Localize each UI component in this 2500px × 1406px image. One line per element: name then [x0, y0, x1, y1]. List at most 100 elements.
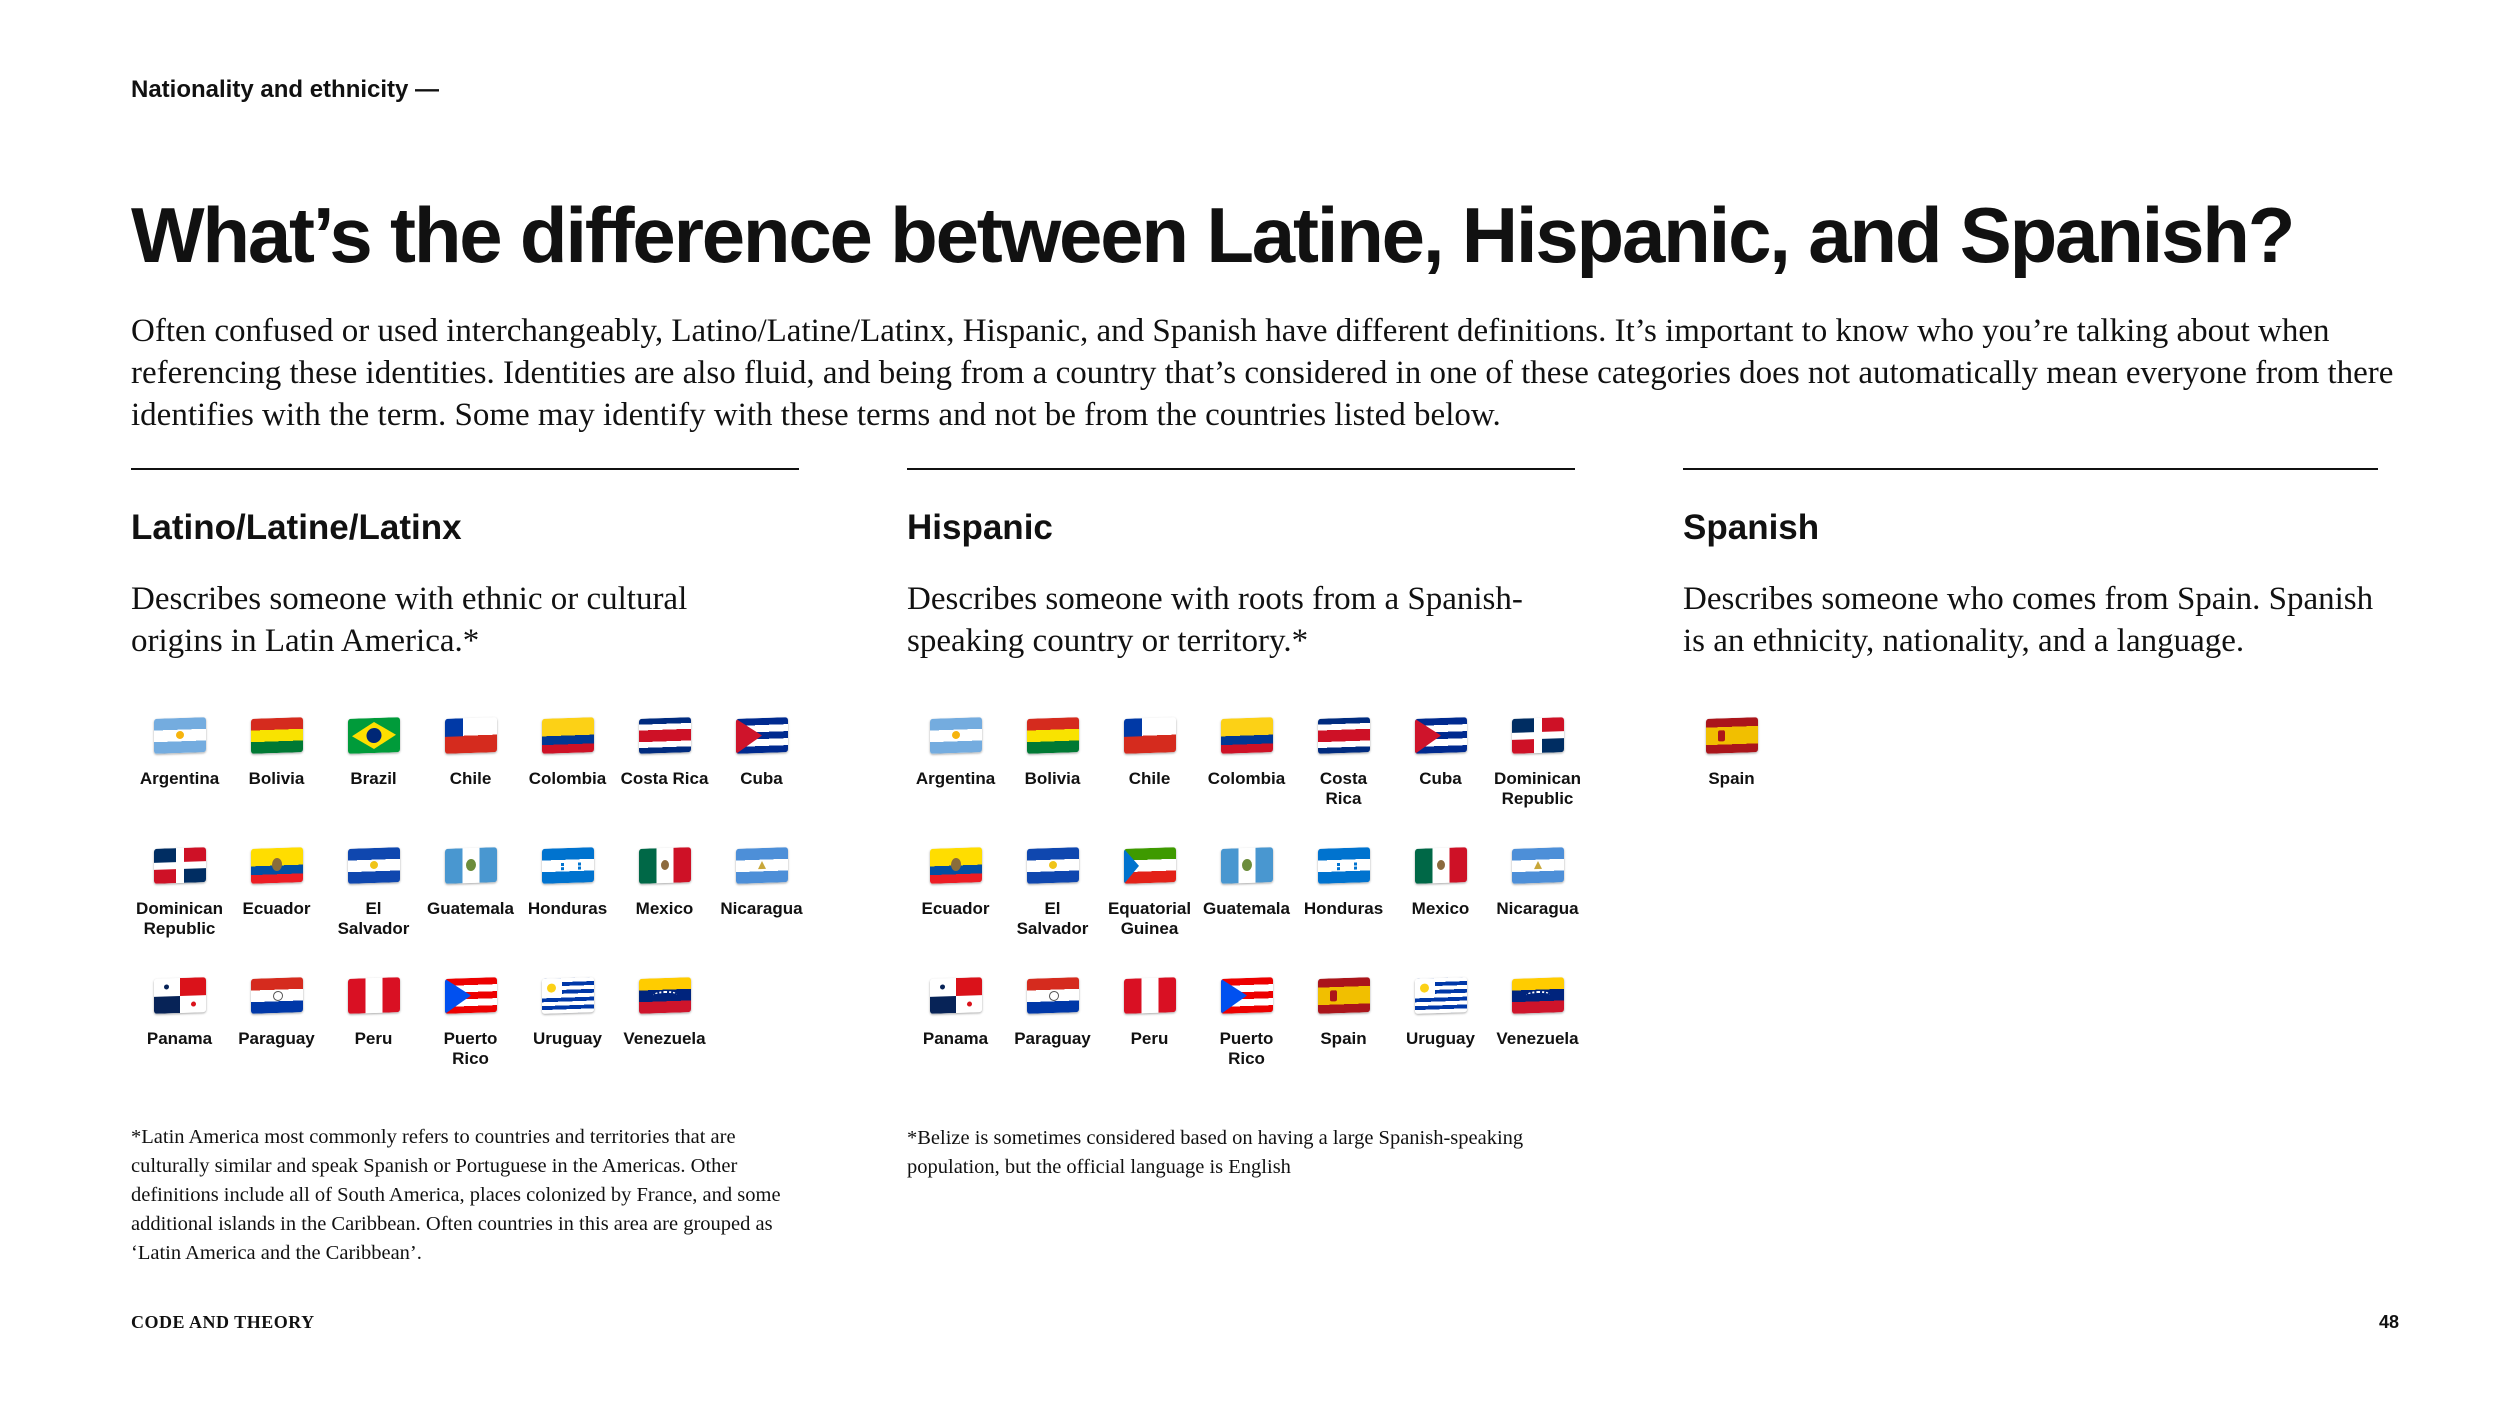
country-name: Argentina — [915, 769, 996, 788]
el-salvador-flag-icon — [1026, 847, 1079, 884]
bolivia-flag-icon — [250, 717, 303, 754]
country-name: Mexico — [635, 899, 694, 918]
paraguay-flag-icon — [250, 977, 303, 1014]
country-item: Guatemala — [1198, 847, 1295, 978]
country-name: Dominican Republic — [136, 899, 223, 938]
puerto-rico-flag-icon — [1220, 977, 1273, 1014]
footer-brand: CODE AND THEORY — [131, 1312, 315, 1332]
country-item: Dominican Republic — [1489, 717, 1586, 848]
country-item: Venezuela — [616, 977, 713, 1108]
country-item: Argentina — [907, 717, 1004, 848]
column-heading: Latino/Latine/Latinx — [131, 508, 462, 547]
country-name: Venezuela — [1496, 1029, 1579, 1048]
page-number: 48 — [2378, 1312, 2399, 1332]
bolivia-flag-icon — [1026, 717, 1079, 754]
nicaragua-flag-icon — [735, 847, 788, 884]
country-name: Spain — [1708, 769, 1755, 788]
costa-rica-flag-icon — [1317, 717, 1370, 754]
country-name: Bolivia — [248, 769, 305, 788]
country-item: Cuba — [1392, 717, 1489, 848]
peru-flag-icon — [347, 977, 400, 1014]
colombia-flag-icon — [1220, 717, 1273, 754]
flag-grid: Argentina Bolivia Brazil Chile Colombia Costa… — [131, 717, 810, 1108]
country-name: Bolivia — [1024, 769, 1081, 788]
country-item: Panama — [131, 977, 228, 1108]
country-name: Cuba — [1419, 769, 1462, 788]
country-name: Spain — [1320, 1029, 1367, 1048]
puerto-rico-flag-icon — [444, 977, 497, 1014]
country-name: Nicaragua — [1496, 899, 1579, 918]
country-name: Puerto Rico — [1219, 1029, 1274, 1068]
cuba-flag-icon — [1414, 717, 1467, 754]
column-divider — [907, 468, 1575, 470]
country-item: Costa Rica — [1295, 717, 1392, 848]
country-item: Honduras — [1295, 847, 1392, 978]
page-title: What’s the difference between Latine, Hi… — [131, 191, 2295, 279]
country-item: Honduras — [519, 847, 616, 978]
country-item: Argentina — [131, 717, 228, 848]
country-name: Uruguay — [1406, 1029, 1475, 1048]
honduras-flag-icon — [541, 847, 594, 884]
flag-grid: Argentina Bolivia Chile Colombia Costa Rica C… — [907, 717, 1586, 1108]
column-description: Describes someone with roots from a Span… — [907, 581, 1523, 659]
panama-flag-icon — [929, 977, 982, 1014]
country-item: Chile — [1101, 717, 1198, 848]
country-name: Paraguay — [1014, 1029, 1091, 1048]
column-footnote: *Belize is sometimes considered based on… — [907, 1127, 1524, 1178]
country-item: Puerto Rico — [1198, 977, 1295, 1108]
country-name: Argentina — [139, 769, 220, 788]
ecuador-flag-icon — [250, 847, 303, 884]
country-name: Peru — [1130, 1029, 1169, 1048]
country-name: El Salvador — [1016, 899, 1089, 938]
uruguay-flag-icon — [1414, 977, 1467, 1014]
country-name: Peru — [354, 1029, 393, 1048]
mexico-flag-icon — [1414, 847, 1467, 884]
cuba-flag-icon — [735, 717, 788, 754]
ecuador-flag-icon — [929, 847, 982, 884]
column-divider — [131, 468, 799, 470]
column-hispanic: Hispanic Describes someone with roots fr… — [907, 468, 1581, 1178]
column-spanish: Spanish Describes someone who comes from… — [1683, 468, 2378, 788]
colombia-flag-icon — [541, 717, 594, 754]
country-item: Panama — [907, 977, 1004, 1108]
paraguay-flag-icon — [1026, 977, 1079, 1014]
dominican-republic-flag-icon — [1511, 717, 1564, 754]
country-item: Ecuador — [228, 847, 325, 978]
country-item: Costa Rica — [616, 717, 713, 848]
chile-flag-icon — [1123, 717, 1176, 754]
country-item: Mexico — [616, 847, 713, 978]
column-heading: Hispanic — [907, 508, 1053, 547]
country-item: Uruguay — [1392, 977, 1489, 1108]
country-item: Cuba — [713, 717, 810, 848]
country-name: Venezuela — [623, 1029, 706, 1048]
country-name: El Salvador — [337, 899, 410, 938]
country-name: Cuba — [740, 769, 783, 788]
country-name: Honduras — [1303, 899, 1384, 918]
country-name: Chile — [1128, 769, 1171, 788]
nicaragua-flag-icon — [1511, 847, 1564, 884]
argentina-flag-icon — [153, 717, 206, 754]
mexico-flag-icon — [638, 847, 691, 884]
el-salvador-flag-icon — [347, 847, 400, 884]
country-name: Ecuador — [242, 899, 311, 918]
country-item: Mexico — [1392, 847, 1489, 978]
equatorial-guinea-flag-icon — [1123, 847, 1176, 884]
column-divider — [1683, 468, 2378, 470]
brazil-flag-icon — [347, 717, 400, 754]
country-item: Puerto Rico — [422, 977, 519, 1108]
country-name: Guatemala — [427, 899, 514, 918]
column-description: Describes someone with ethnic or cultura… — [131, 581, 688, 659]
country-item: Uruguay — [519, 977, 616, 1108]
country-item: Ecuador — [907, 847, 1004, 978]
country-item: Colombia — [1198, 717, 1295, 848]
costa-rica-flag-icon — [638, 717, 691, 754]
dominican-republic-flag-icon — [153, 847, 206, 884]
country-name: Nicaragua — [720, 899, 803, 918]
country-item: Bolivia — [228, 717, 325, 848]
column-latino: Latino/Latine/Latinx Describes someone w… — [131, 468, 803, 1264]
intro-paragraph: Often confused or used interchangeably, … — [131, 313, 2394, 433]
country-name: Dominican Republic — [1494, 769, 1581, 808]
country-item: Chile — [422, 717, 519, 848]
column-heading: Spanish — [1683, 508, 1820, 547]
country-name: Panama — [146, 1029, 213, 1048]
